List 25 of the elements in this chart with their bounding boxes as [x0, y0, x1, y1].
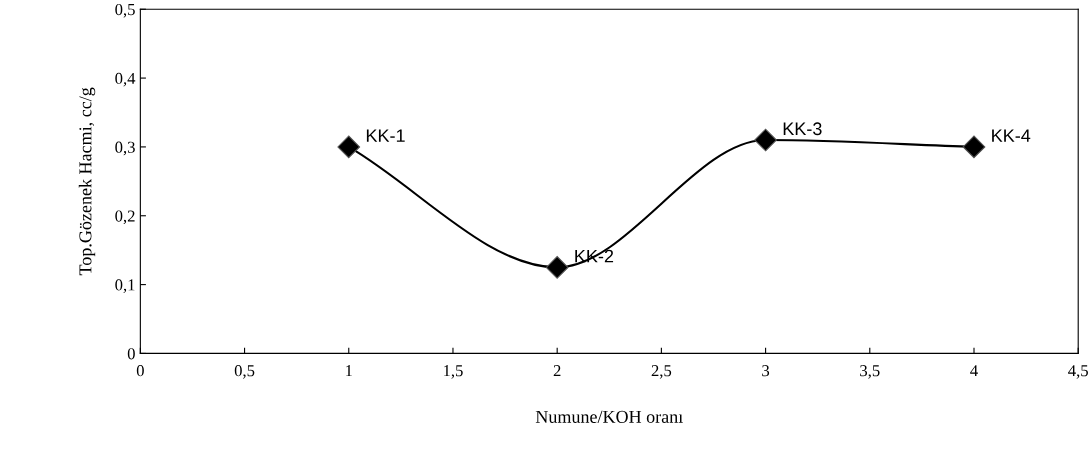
point [545, 256, 569, 279]
x-tick-label: 1,5 [444, 365, 463, 379]
x-tick-label: 2,5 [651, 365, 672, 379]
x-axis-title: Numune/KOH oranı [535, 410, 683, 423]
x-tick-label: 0,5 [234, 365, 255, 379]
y-axis-title: Top.Gözenek Hacmi, cc/g [78, 87, 96, 276]
annotation: KK-3 [783, 122, 822, 136]
x-tick-label: 2 [553, 365, 561, 377]
point [754, 128, 777, 152]
y-tick-label: 0,1 [115, 279, 135, 293]
x-tick-label: 4,5 [1068, 365, 1088, 379]
x-tick-label: 1 [346, 365, 352, 377]
y-tick-label: 0,3 [115, 141, 135, 156]
y-tick-label: 0,2 [115, 210, 135, 225]
annotation: KK-4 [992, 129, 1031, 142]
x-tick-label: 0 [136, 365, 144, 377]
x-tick-label: 3 [762, 365, 770, 377]
point [337, 135, 361, 159]
y-tick-label: 0,4 [115, 72, 136, 87]
x-tick-label: 3,5 [860, 365, 880, 379]
annotation: KK-1 [366, 129, 405, 142]
point [962, 135, 986, 159]
y-tick-label: 0 [127, 348, 135, 360]
y-tick-label: 0,5 [115, 3, 135, 18]
x-tick-label: 4 [970, 365, 978, 377]
